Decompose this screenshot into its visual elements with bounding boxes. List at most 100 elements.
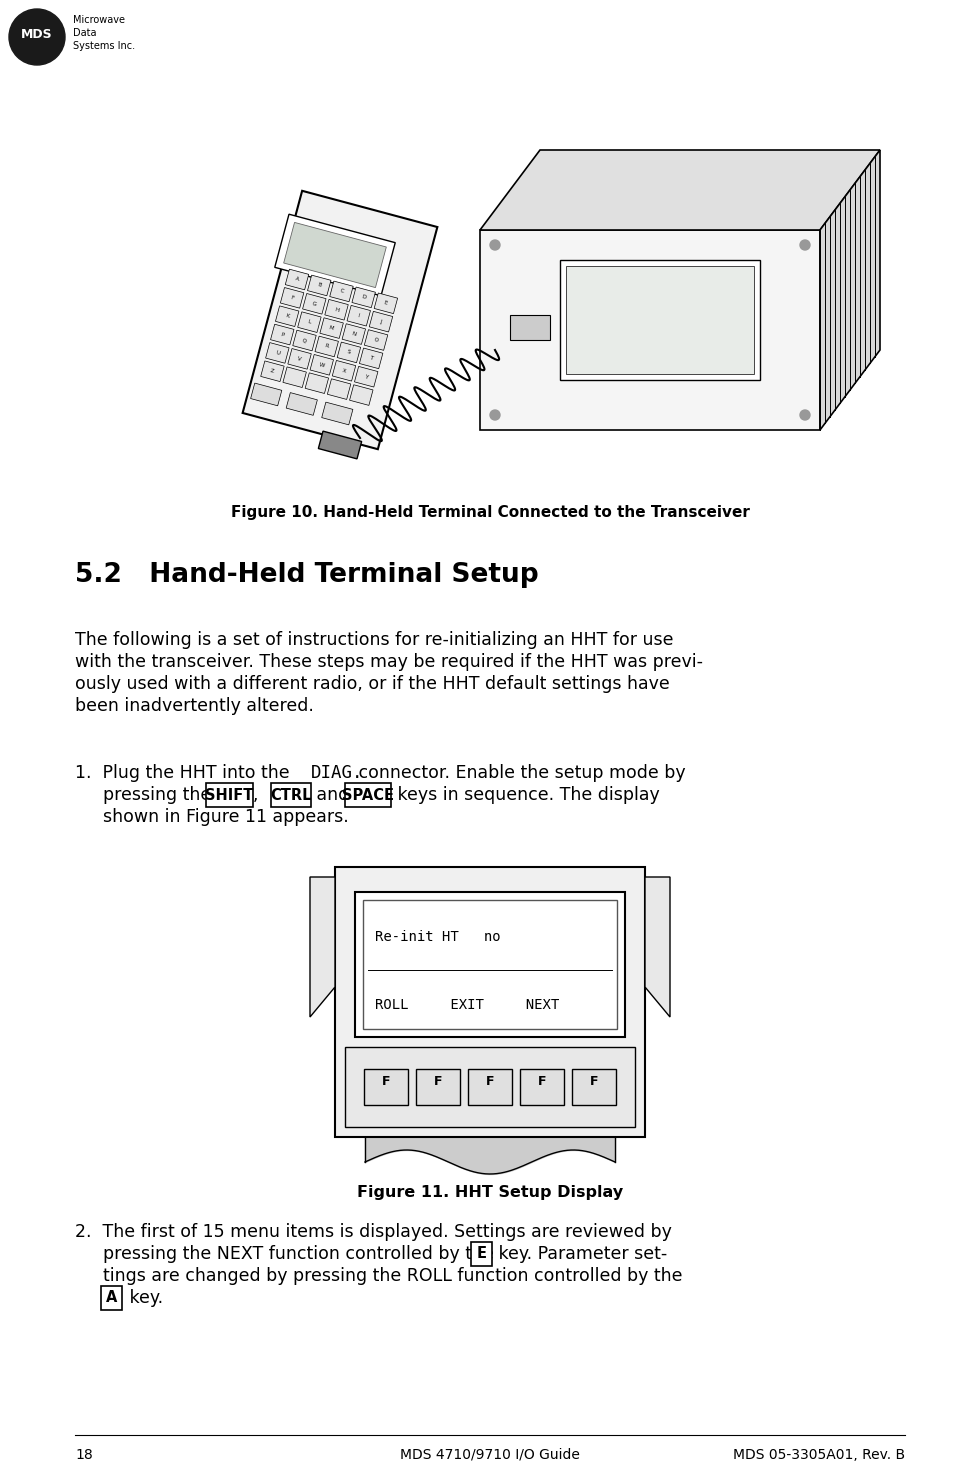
Text: shown in Figure 11 appears.: shown in Figure 11 appears. — [103, 808, 349, 826]
Bar — [360, 349, 383, 369]
Text: M: M — [328, 325, 334, 331]
Text: R: R — [324, 344, 329, 350]
Bar — [510, 314, 550, 340]
FancyBboxPatch shape — [206, 783, 253, 807]
Text: F: F — [382, 1075, 390, 1089]
Bar — [566, 265, 754, 374]
Bar — [308, 276, 331, 295]
Bar — [324, 300, 348, 320]
FancyBboxPatch shape — [101, 1286, 122, 1309]
Bar — [337, 343, 361, 363]
Bar — [352, 288, 375, 307]
Bar — [266, 343, 289, 363]
Text: Microwave: Microwave — [73, 15, 125, 25]
Text: I: I — [358, 313, 361, 319]
Bar — [280, 288, 304, 308]
Bar — [327, 378, 351, 399]
Bar — [572, 1069, 616, 1105]
Bar — [363, 900, 617, 1029]
Bar — [261, 360, 284, 381]
Bar — [520, 1069, 564, 1105]
Text: T: T — [368, 356, 373, 362]
Text: H: H — [334, 307, 339, 313]
Circle shape — [490, 240, 500, 251]
Text: SPACE: SPACE — [342, 787, 394, 802]
Bar — [350, 384, 373, 405]
Bar — [303, 294, 326, 314]
Text: Re-init HT   no: Re-init HT no — [375, 930, 501, 945]
Bar — [288, 349, 312, 369]
Text: L: L — [308, 319, 312, 325]
Text: key.: key. — [123, 1289, 163, 1307]
Bar — [345, 1047, 635, 1127]
Text: MDS 4710/9710 I/O Guide: MDS 4710/9710 I/O Guide — [400, 1447, 580, 1462]
Text: F: F — [434, 1075, 442, 1089]
Text: G: G — [312, 301, 317, 307]
Text: been inadvertently altered.: been inadvertently altered. — [75, 697, 314, 715]
Bar — [321, 402, 353, 424]
Bar — [342, 323, 366, 344]
Text: ,: , — [253, 786, 270, 804]
Bar — [315, 337, 338, 357]
Bar — [270, 325, 294, 346]
Text: pressing the NEXT function controlled by the: pressing the NEXT function controlled by… — [103, 1246, 500, 1264]
Bar — [365, 329, 388, 350]
Bar — [329, 282, 353, 301]
Text: F: F — [486, 1075, 494, 1089]
Bar — [286, 393, 318, 415]
Bar — [298, 311, 321, 332]
Text: F: F — [538, 1075, 546, 1089]
Text: 2.  The first of 15 menu items is displayed. Settings are reviewed by: 2. The first of 15 menu items is display… — [75, 1223, 672, 1241]
Text: pressing the: pressing the — [103, 786, 217, 804]
Text: with the transceiver. These steps may be required if the HHT was previ-: with the transceiver. These steps may be… — [75, 653, 703, 670]
Bar — [285, 270, 309, 289]
Text: ROLL     EXIT     NEXT: ROLL EXIT NEXT — [375, 998, 560, 1011]
Polygon shape — [480, 150, 880, 230]
Text: J: J — [379, 319, 382, 325]
Bar — [305, 372, 328, 393]
Bar — [318, 432, 362, 458]
Bar — [468, 1069, 512, 1105]
Text: A: A — [295, 277, 300, 282]
Text: ously used with a different radio, or if the HHT default settings have: ously used with a different radio, or if… — [75, 675, 669, 693]
Text: key. Parameter set-: key. Parameter set- — [493, 1246, 666, 1264]
Text: and: and — [311, 786, 355, 804]
Text: MDS: MDS — [22, 28, 53, 42]
Text: U: U — [274, 350, 280, 356]
Text: DIAG.: DIAG. — [311, 764, 364, 782]
Polygon shape — [820, 150, 880, 430]
Bar — [335, 868, 645, 1137]
Text: N: N — [351, 331, 357, 337]
Bar — [416, 1069, 460, 1105]
Bar — [319, 317, 343, 338]
Bar — [560, 260, 760, 380]
Bar — [374, 294, 398, 313]
Text: Data: Data — [73, 28, 96, 39]
FancyBboxPatch shape — [345, 783, 391, 807]
Text: CTRL: CTRL — [270, 787, 312, 802]
Text: V: V — [297, 356, 302, 362]
Text: C: C — [339, 289, 344, 294]
Text: P: P — [280, 332, 284, 338]
Bar — [274, 214, 395, 295]
Bar — [310, 354, 333, 375]
Text: Figure 10. Hand-Held Terminal Connected to the Transceiver: Figure 10. Hand-Held Terminal Connected … — [230, 504, 750, 519]
Polygon shape — [310, 876, 335, 1017]
Text: tings are changed by pressing the ROLL function controlled by the: tings are changed by pressing the ROLL f… — [103, 1266, 682, 1284]
Circle shape — [490, 409, 500, 420]
Text: The following is a set of instructions for re-initializing an HHT for use: The following is a set of instructions f… — [75, 630, 673, 650]
Bar — [283, 366, 307, 387]
FancyBboxPatch shape — [270, 783, 311, 807]
Bar — [251, 383, 282, 406]
Text: connector. Enable the setup mode by: connector. Enable the setup mode by — [353, 764, 686, 782]
Bar — [332, 360, 356, 381]
Text: S: S — [347, 350, 351, 356]
Bar — [293, 331, 317, 351]
Bar — [347, 305, 370, 326]
Bar — [283, 222, 386, 288]
Bar — [355, 366, 378, 387]
Bar — [480, 230, 820, 430]
Text: Systems Inc.: Systems Inc. — [73, 42, 135, 50]
Text: 5.2   Hand-Held Terminal Setup: 5.2 Hand-Held Terminal Setup — [75, 562, 539, 587]
Text: B: B — [317, 283, 321, 288]
